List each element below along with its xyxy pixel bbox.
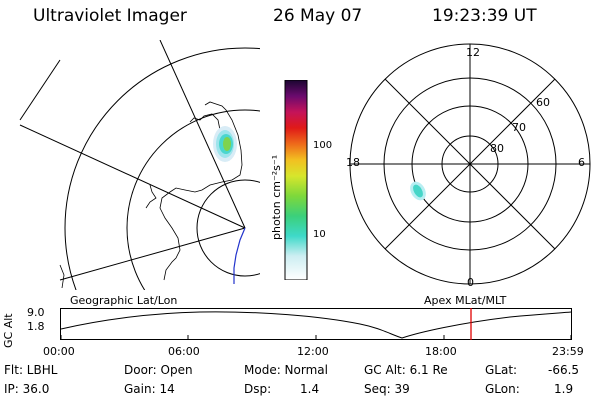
colorbar-tick-100: 100	[313, 140, 333, 151]
x-tick-0600: 06:00	[168, 345, 200, 358]
coastline	[145, 184, 157, 209]
mlt-label-6: 6	[578, 156, 585, 169]
coastline	[59, 264, 65, 289]
polar-mlt-plot	[349, 43, 591, 285]
altitude-plot	[60, 308, 572, 340]
info-mode: Mode: Normal	[244, 363, 328, 377]
altitude-ymin-label: 1.8	[27, 320, 45, 333]
altitude-curve	[60, 311, 572, 339]
info-glat-label: GLat:	[485, 363, 518, 377]
color-bar	[284, 80, 308, 280]
info-door: Door: Open	[124, 363, 193, 377]
info-gc-alt: GC Alt: 6.1 Re	[364, 363, 448, 377]
lat-label-60: 60	[536, 96, 550, 109]
instrument-title: Ultraviolet Imager	[33, 6, 187, 26]
lat-label-80: 80	[490, 142, 504, 155]
info-glat-value: -66.5	[548, 363, 580, 377]
info-ip: IP: 36.0	[4, 382, 50, 396]
info-glon-value: 1.9	[554, 382, 574, 396]
latitude-circle	[126, 109, 260, 290]
colorbar-unit-label: photon cm⁻²s⁻¹	[270, 154, 283, 240]
satellite-track	[233, 227, 246, 284]
longitude-line	[19, 124, 246, 229]
altitude-ymax-label: 9.0	[27, 306, 45, 319]
coastline	[159, 101, 243, 281]
x-tick-1200: 12:00	[297, 345, 329, 358]
geographic-label: Geographic Lat/Lon	[70, 294, 178, 307]
date-label: 26 May 07	[273, 6, 363, 26]
longitude-line	[19, 59, 61, 121]
x-tick-0000: 00:00	[43, 345, 75, 358]
aurora-emission	[213, 126, 237, 162]
latitude-circle	[64, 47, 260, 290]
info-dsp-label: Dsp:	[244, 382, 272, 396]
altitude-x-ticks	[60, 335, 572, 339]
info-dsp-value: 1.4	[300, 382, 320, 396]
altitude-axis-label: GC Alt	[2, 313, 15, 348]
info-flt: Flt: LBHL	[4, 363, 58, 377]
x-tick-2359: 23:59	[552, 345, 584, 358]
info-gain: Gain: 14	[124, 382, 175, 396]
coastline	[189, 113, 221, 131]
longitude-line	[59, 227, 246, 281]
mlt-label-18: 18	[346, 156, 360, 169]
apex-label: Apex MLat/MLT	[424, 294, 507, 307]
colorbar-tick-10: 10	[313, 229, 326, 240]
mlt-label-12: 12	[466, 46, 480, 59]
x-tick-1800: 18:00	[425, 345, 457, 358]
geographic-map	[19, 40, 260, 290]
lat-label-70: 70	[512, 121, 526, 134]
time-label: 19:23:39 UT	[432, 6, 537, 26]
info-glon-label: GLon:	[485, 382, 520, 396]
polar-aurora-emission	[410, 181, 426, 201]
longitude-line	[159, 40, 246, 229]
mlt-label-0: 0	[467, 276, 474, 289]
info-seq: Seq: 39	[364, 382, 410, 396]
latitude-circle	[196, 179, 260, 277]
